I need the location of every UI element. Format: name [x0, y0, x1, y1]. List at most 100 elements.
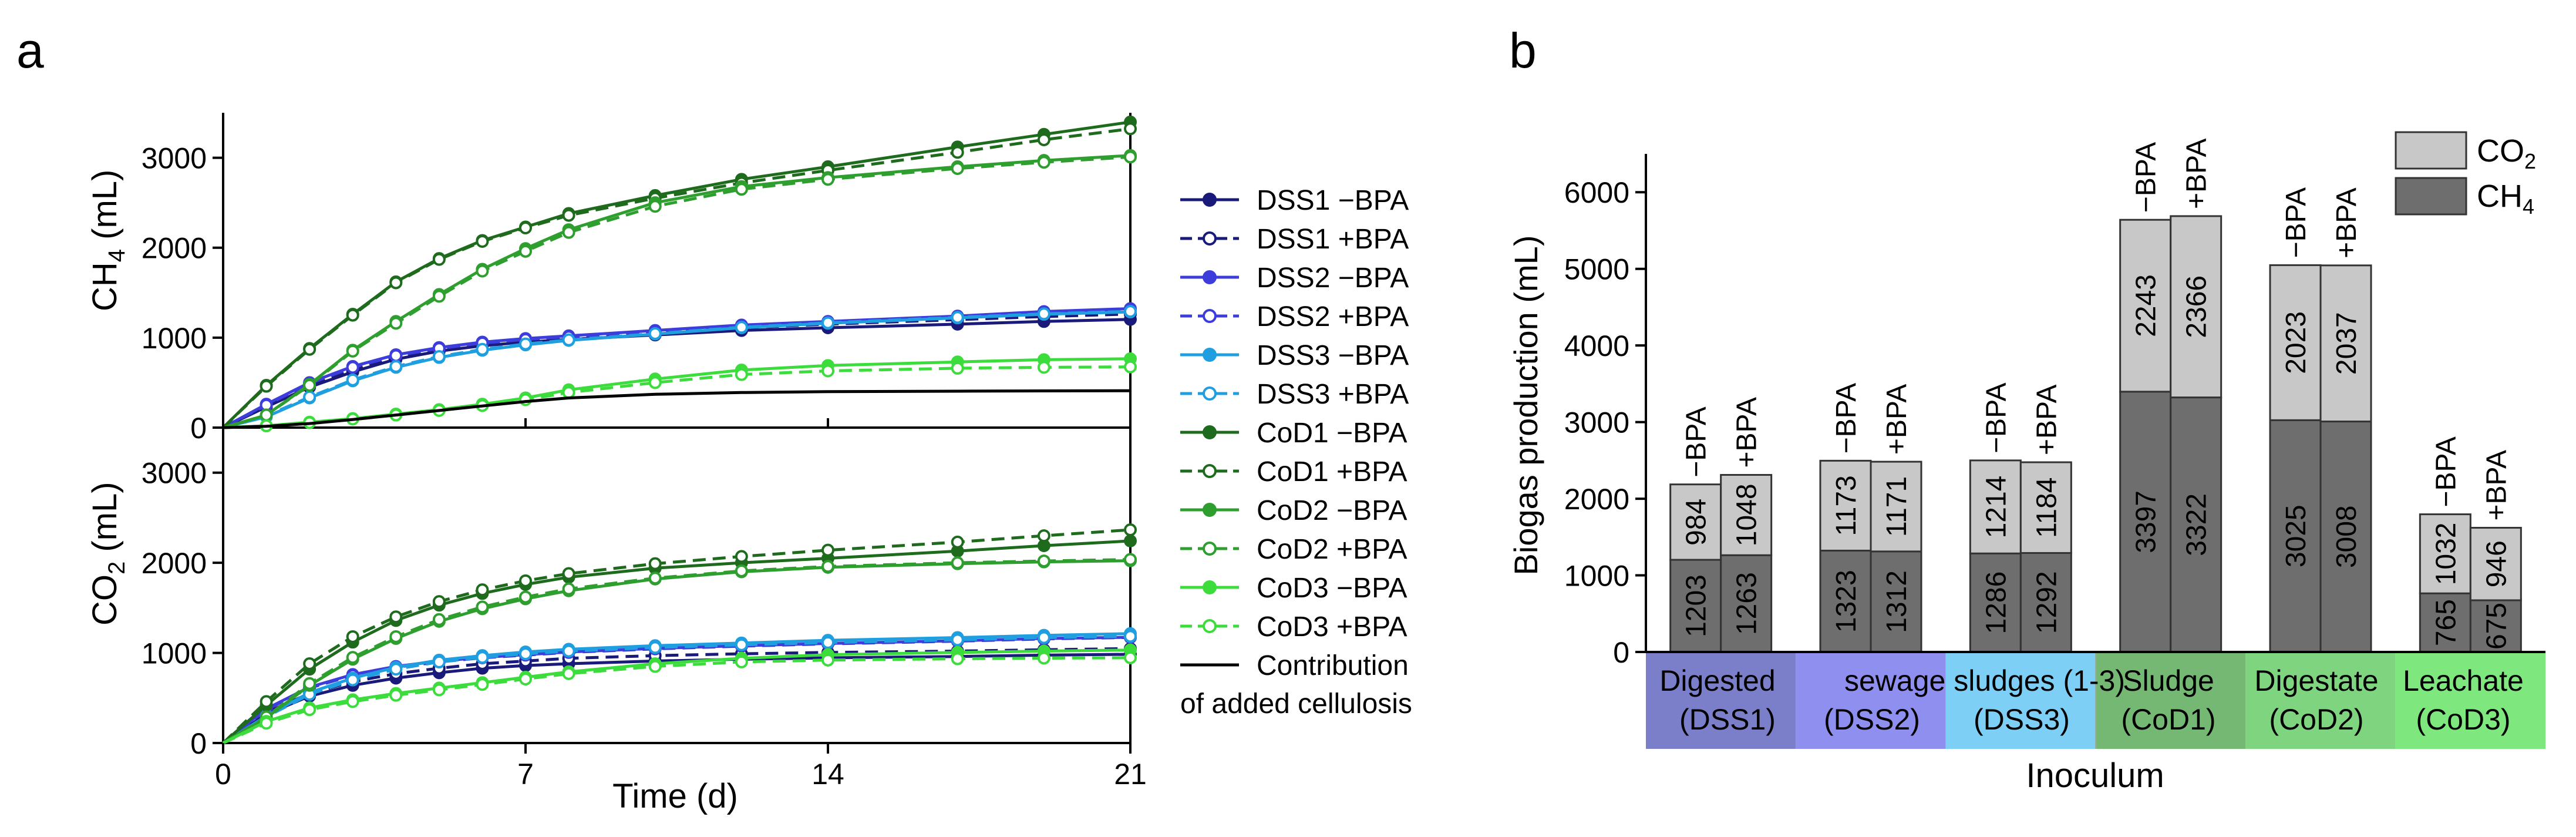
bar-bpa-label: +BPA	[2031, 384, 2062, 455]
ch4-line-12	[223, 389, 1131, 429]
ch4-point	[648, 327, 662, 340]
ch4-ytick-label: 3000	[142, 142, 207, 175]
ch4-point	[735, 368, 748, 381]
bar-label-co2: 984	[1681, 499, 1712, 546]
bar-label-co2: 1214	[1981, 476, 2012, 539]
biogas-ytick-label: 1000	[1564, 560, 1629, 593]
co2-point	[562, 644, 575, 658]
legend-panel-b: CO2 CH4	[2395, 131, 2536, 219]
ch4-point	[260, 379, 273, 393]
ch4-point	[1124, 360, 1137, 374]
legend-a-marker	[1203, 425, 1217, 439]
ch4-line-0	[222, 318, 1131, 429]
co2-point	[346, 651, 359, 664]
co2-point	[346, 630, 359, 643]
ch4-point	[303, 379, 316, 392]
ch4-point	[1037, 133, 1050, 146]
legend-a-marker	[1203, 348, 1217, 362]
legend-a-marker	[1203, 270, 1217, 284]
bar-ch4-DSS1-1	[1720, 554, 1773, 653]
inoculum-band-cells	[1646, 652, 2545, 749]
co2-point	[260, 717, 273, 730]
ch4-point	[735, 183, 748, 196]
co2-point	[476, 678, 489, 691]
co2-point	[519, 574, 532, 587]
bar-label-co2: 2366	[2181, 275, 2213, 338]
ch4-line-8	[223, 154, 1131, 429]
group-label-digestate: Digestate	[2254, 664, 2378, 697]
legend-a-label: DSS2 −BPA	[1257, 263, 1409, 294]
bar-label-ch4: 1292	[2031, 571, 2062, 634]
ch4-y-label: CH4 (mL)	[86, 170, 130, 311]
co2-point	[562, 567, 575, 580]
ch4-line-9	[223, 155, 1131, 429]
co2-point	[1124, 553, 1137, 566]
co2-ytick-label: 3000	[142, 457, 207, 490]
legend-a-label: Contribution	[1257, 650, 1409, 681]
co2-point	[346, 673, 359, 687]
biogas-ytick-label: 5000	[1564, 253, 1629, 286]
bar-ch4-CoD1-1	[2170, 396, 2223, 653]
ch4-point	[648, 200, 662, 213]
co2-point	[951, 535, 964, 549]
ch4-point	[389, 349, 403, 362]
bar-label-co2: 1032	[2430, 522, 2461, 585]
legend-a-label: DSS2 +BPA	[1257, 301, 1409, 332]
bar-bpa-label: −BPA	[1681, 406, 1712, 478]
bar-label-ch4: 3008	[2331, 505, 2362, 568]
ch4-point	[821, 364, 834, 378]
ch4-y-ticks: 0 1000 2000 3000	[142, 142, 223, 445]
legend-a-marker	[1203, 231, 1217, 246]
bar-label-ch4: 675	[2481, 603, 2512, 650]
bar-ch4-DSS3-0	[1969, 552, 2022, 653]
legend-a-label: DSS3 −BPA	[1257, 340, 1409, 371]
bar-co2-DSS1-0	[1669, 483, 1722, 561]
ch4-series-group	[222, 115, 1137, 432]
bar-label-co2: 2243	[2131, 274, 2162, 337]
legend-a-marker	[1203, 464, 1217, 478]
legend-a-label: DSS1 +BPA	[1257, 224, 1409, 255]
ch4-point	[1124, 122, 1137, 136]
bar-co2-CoD3-0	[2419, 513, 2471, 594]
co2-line-6	[222, 539, 1131, 744]
legend-a-marker	[1203, 386, 1217, 401]
co2-point	[303, 657, 316, 670]
bar-bpa-label: +BPA	[1881, 384, 1912, 455]
co2-point	[476, 583, 489, 597]
ch4-point	[519, 244, 532, 258]
ch4-point	[648, 376, 662, 389]
time-xtick-label: 7	[517, 758, 534, 791]
group-code-cod1: (CoD1)	[2121, 703, 2215, 736]
ch4-point	[1124, 305, 1137, 318]
co2-point	[519, 673, 532, 686]
ch4-ytick-label: 0	[190, 412, 207, 445]
bar-label-co2: 1184	[2031, 478, 2062, 538]
co2-point	[1124, 630, 1137, 643]
co2-point	[432, 683, 446, 697]
ch4-point	[346, 361, 359, 374]
bar-co2-DSS1-1	[1720, 474, 1773, 556]
legend-ch4-swatch	[2395, 177, 2467, 216]
legend-a-marker	[1203, 542, 1217, 556]
ch4-point	[1037, 156, 1050, 169]
ch4-point	[821, 316, 834, 330]
co2-point	[389, 688, 403, 702]
ch4-line-5	[223, 310, 1131, 429]
time-xtick-label: 0	[215, 758, 231, 791]
time-x-label: Time (d)	[612, 777, 738, 815]
group-label-sludge: Sludge	[2123, 664, 2214, 697]
bar-ch4-DSS1-0	[1669, 559, 1722, 653]
band-cell-CoD1	[2096, 652, 2246, 749]
co2-point	[562, 667, 575, 680]
legend-a-label: DSS1 −BPA	[1257, 185, 1409, 216]
co2-series-group	[222, 523, 1137, 745]
bar-label-co2: 946	[2481, 540, 2512, 587]
co2-point	[648, 557, 662, 570]
bar-label-co2: 2023	[2281, 311, 2312, 374]
co2-point	[648, 572, 662, 585]
ch4-point	[821, 173, 834, 186]
legend-a-label: CoD1 +BPA	[1257, 456, 1407, 488]
bar-label-ch4: 1203	[1681, 574, 1712, 637]
co2-point	[1037, 651, 1050, 665]
